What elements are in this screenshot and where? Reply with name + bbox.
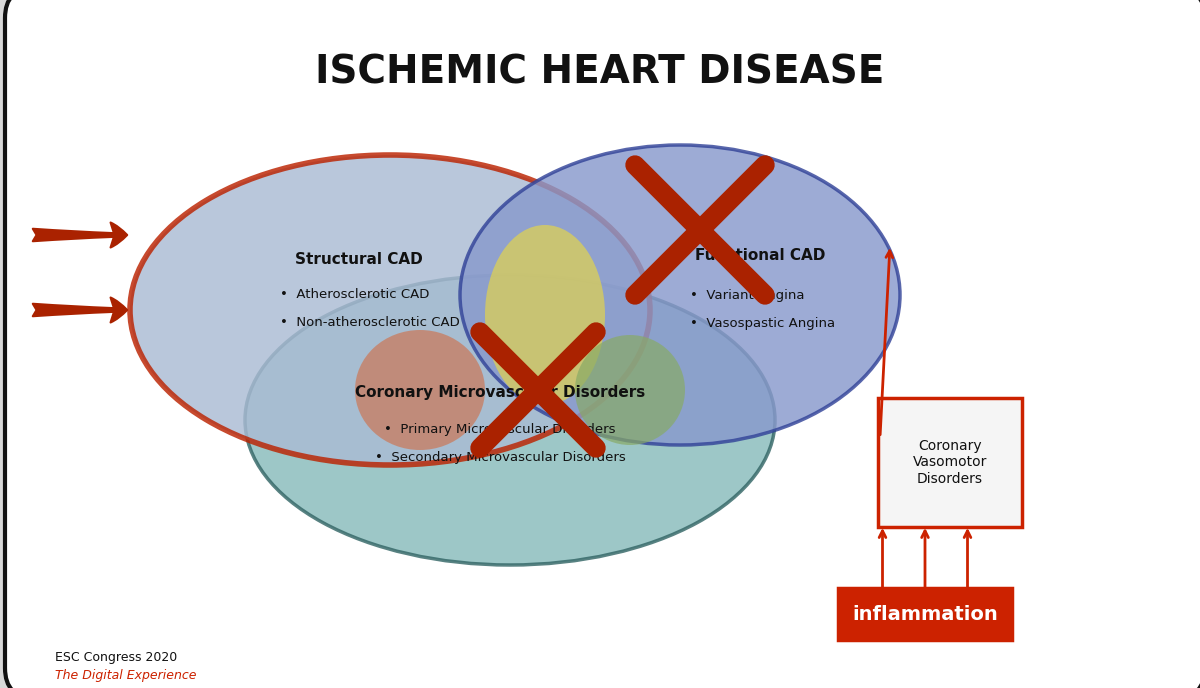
Text: Structural CAD: Structural CAD bbox=[295, 252, 422, 268]
Text: ISCHEMIC HEART DISEASE: ISCHEMIC HEART DISEASE bbox=[316, 53, 884, 91]
Text: •  Vasospastic Angina: • Vasospastic Angina bbox=[690, 316, 835, 330]
FancyBboxPatch shape bbox=[838, 588, 1012, 640]
FancyBboxPatch shape bbox=[878, 398, 1022, 527]
Ellipse shape bbox=[355, 330, 485, 450]
Ellipse shape bbox=[460, 145, 900, 445]
Text: •  Primary Microvascular Disorders: • Primary Microvascular Disorders bbox=[384, 424, 616, 436]
FancyBboxPatch shape bbox=[5, 0, 1200, 688]
Ellipse shape bbox=[245, 275, 775, 565]
Ellipse shape bbox=[485, 225, 605, 405]
Text: ESC Congress 2020: ESC Congress 2020 bbox=[55, 652, 178, 665]
Text: •  Atherosclerotic CAD: • Atherosclerotic CAD bbox=[280, 288, 430, 301]
Text: inflammation: inflammation bbox=[852, 605, 998, 623]
Ellipse shape bbox=[130, 155, 650, 465]
Text: Coronary
Vasomotor
Disorders: Coronary Vasomotor Disorders bbox=[913, 440, 988, 486]
Text: •  Secondary Microvascular Disorders: • Secondary Microvascular Disorders bbox=[374, 451, 625, 464]
Text: •  Variant Angina: • Variant Angina bbox=[690, 288, 804, 301]
Ellipse shape bbox=[575, 335, 685, 445]
Text: •  Non-atherosclerotic CAD: • Non-atherosclerotic CAD bbox=[280, 316, 460, 330]
Text: Coronary Microvascular Disorders: Coronary Microvascular Disorders bbox=[355, 385, 646, 400]
Text: The Digital Experience: The Digital Experience bbox=[55, 669, 197, 682]
Text: Functional CAD: Functional CAD bbox=[695, 248, 826, 263]
